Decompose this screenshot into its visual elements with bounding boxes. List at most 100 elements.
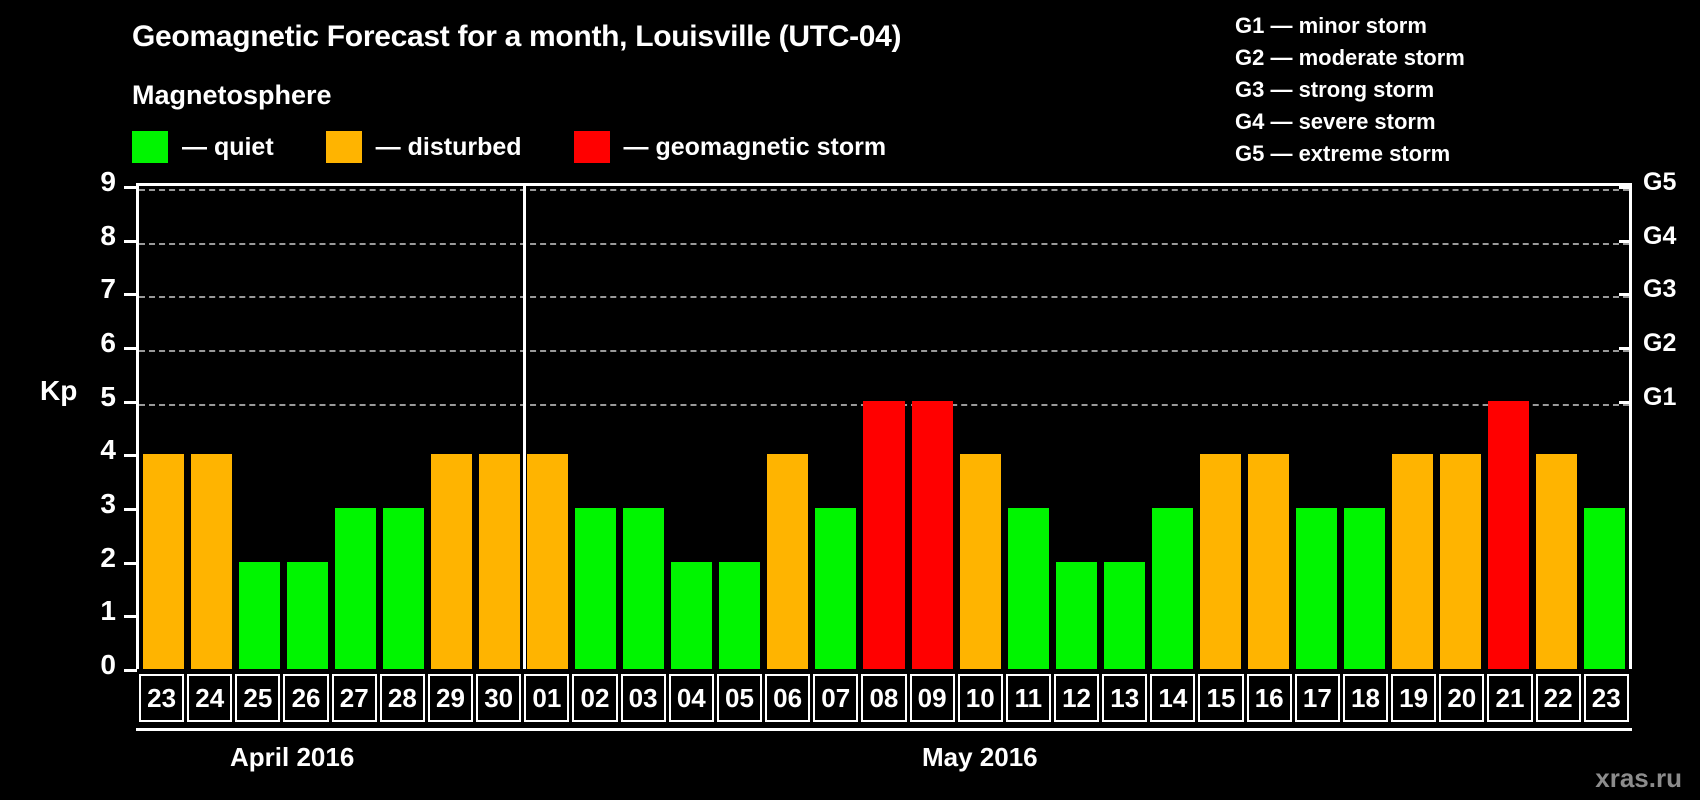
y-tick-9	[124, 186, 137, 189]
day-label-16[interactable]: 09	[909, 674, 955, 722]
bar-may-08[interactable]	[863, 400, 905, 669]
bar-april-29[interactable]	[430, 454, 472, 669]
bar-cell[interactable]	[1052, 186, 1100, 669]
day-label-28[interactable]: 21	[1487, 674, 1533, 722]
day-label-7[interactable]: 30	[476, 674, 522, 722]
day-label-18[interactable]: 11	[1005, 674, 1051, 722]
bar-may-15[interactable]	[1199, 454, 1241, 669]
bar-may-12[interactable]	[1055, 561, 1097, 669]
day-label-9[interactable]: 02	[572, 674, 618, 722]
bar-may-06[interactable]	[767, 454, 809, 669]
bar-april-28[interactable]	[382, 508, 424, 669]
day-label-30[interactable]: 23	[1583, 674, 1629, 722]
bar-cell[interactable]	[331, 186, 379, 669]
bar-cell[interactable]	[235, 186, 283, 669]
bar-cell[interactable]	[1244, 186, 1292, 669]
bar-cell[interactable]	[908, 186, 956, 669]
day-label-22[interactable]: 15	[1198, 674, 1244, 722]
bar-cell[interactable]	[1485, 186, 1533, 669]
bar-cell[interactable]	[1581, 186, 1629, 669]
bar-may-10[interactable]	[959, 454, 1001, 669]
bar-cell[interactable]	[1293, 186, 1341, 669]
gridline-kp-8	[139, 242, 1629, 245]
bar-may-03[interactable]	[623, 508, 665, 669]
bar-cell[interactable]	[764, 186, 812, 669]
bar-may-05[interactable]	[719, 561, 761, 669]
day-label-29[interactable]: 22	[1535, 674, 1581, 722]
day-label-15[interactable]: 08	[861, 674, 907, 722]
bar-cell[interactable]	[956, 186, 1004, 669]
bar-cell[interactable]	[1148, 186, 1196, 669]
bar-may-20[interactable]	[1440, 454, 1482, 669]
storm-scale-g3: G3 — strong storm	[1235, 77, 1435, 102]
day-label-27[interactable]: 20	[1439, 674, 1485, 722]
day-label-10[interactable]: 03	[620, 674, 666, 722]
g-tick-G2	[1619, 347, 1632, 350]
axis-baseline	[136, 728, 1632, 731]
day-label-6[interactable]: 29	[427, 674, 474, 722]
bar-cell[interactable]	[1341, 186, 1389, 669]
bar-may-13[interactable]	[1103, 561, 1145, 669]
bar-cell[interactable]	[1437, 186, 1485, 669]
bar-may-21[interactable]	[1488, 400, 1530, 669]
day-label-20[interactable]: 13	[1102, 674, 1148, 722]
day-label-0[interactable]: 23	[139, 674, 185, 722]
bar-may-09[interactable]	[911, 400, 953, 669]
bar-cell[interactable]	[812, 186, 860, 669]
bar-cell[interactable]	[1533, 186, 1581, 669]
day-label-11[interactable]: 04	[668, 674, 714, 722]
bar-cell[interactable]	[187, 186, 235, 669]
bar-cell[interactable]	[283, 186, 331, 669]
bar-may-16[interactable]	[1247, 454, 1289, 669]
day-label-23[interactable]: 16	[1246, 674, 1292, 722]
bar-april-27[interactable]	[334, 508, 376, 669]
bar-cell[interactable]	[668, 186, 716, 669]
day-label-8[interactable]: 01	[524, 674, 570, 722]
bar-cell[interactable]	[139, 186, 187, 669]
day-label-12[interactable]: 05	[716, 674, 763, 722]
day-label-13[interactable]: 06	[765, 674, 811, 722]
bar-cell[interactable]	[475, 186, 523, 669]
bar-april-25[interactable]	[238, 561, 280, 669]
bar-may-18[interactable]	[1344, 508, 1386, 669]
bar-cell[interactable]	[1100, 186, 1148, 669]
day-label-17[interactable]: 10	[957, 674, 1003, 722]
day-label-1[interactable]: 24	[187, 674, 233, 722]
bar-cell[interactable]	[716, 186, 764, 669]
day-label-19[interactable]: 12	[1053, 674, 1100, 722]
bar-may-02[interactable]	[575, 508, 617, 669]
bar-cell[interactable]	[379, 186, 427, 669]
bar-may-19[interactable]	[1392, 454, 1434, 669]
bar-cell[interactable]	[1389, 186, 1437, 669]
bar-cell[interactable]	[1004, 186, 1052, 669]
bar-may-17[interactable]	[1296, 508, 1338, 669]
bar-april-24[interactable]	[190, 454, 232, 669]
bar-cell[interactable]	[572, 186, 620, 669]
bar-may-14[interactable]	[1151, 508, 1193, 669]
bar-cell[interactable]	[860, 186, 908, 669]
day-label-5[interactable]: 28	[379, 674, 425, 722]
day-label-strip: 23 24 25 26 27 28 29 30 01 02 03 04 05 06 07 08 09 10 11 12…	[139, 674, 1629, 722]
bar-may-22[interactable]	[1536, 454, 1578, 669]
bar-may-23[interactable]	[1584, 508, 1626, 669]
day-label-25[interactable]: 18	[1342, 674, 1389, 722]
bar-cell[interactable]	[524, 186, 572, 669]
bar-may-04[interactable]	[671, 561, 713, 669]
day-label-26[interactable]: 19	[1391, 674, 1437, 722]
legend-label-disturbed: — disturbed	[375, 132, 522, 161]
bar-may-01[interactable]	[527, 454, 569, 669]
bar-april-23[interactable]	[142, 454, 184, 669]
bar-cell[interactable]	[1196, 186, 1244, 669]
day-label-24[interactable]: 17	[1294, 674, 1340, 722]
day-label-21[interactable]: 14	[1150, 674, 1196, 722]
bar-april-30[interactable]	[478, 454, 520, 669]
bar-cell[interactable]	[427, 186, 475, 669]
day-label-4[interactable]: 27	[331, 674, 377, 722]
bar-cell[interactable]	[620, 186, 668, 669]
day-label-3[interactable]: 26	[283, 674, 329, 722]
bar-may-11[interactable]	[1007, 508, 1049, 669]
day-label-2[interactable]: 25	[235, 674, 281, 722]
bar-may-07[interactable]	[815, 508, 857, 669]
day-label-14[interactable]: 07	[813, 674, 859, 722]
bar-april-26[interactable]	[286, 561, 328, 669]
